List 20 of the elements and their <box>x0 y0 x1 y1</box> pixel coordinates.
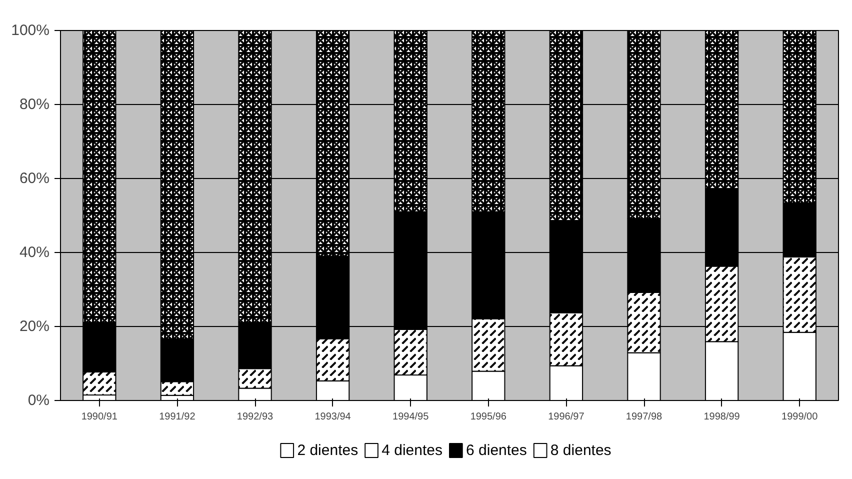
y-tick-label: 0% <box>28 392 50 409</box>
x-tick-label: 1992/93 <box>236 412 274 422</box>
x-tick-label: 1990/91 <box>81 412 118 422</box>
x-tick-label: 1991/92 <box>159 412 196 422</box>
x-tick-label: 1997/98 <box>626 412 663 422</box>
legend-label: 8 dientes <box>550 442 612 459</box>
x-tick-label: 1993/94 <box>314 412 352 422</box>
x-tick-label: 1996/97 <box>548 412 585 422</box>
x-tick-label: 1995/96 <box>470 412 507 422</box>
y-tick-label: 100% <box>11 22 50 39</box>
x-tick-label: 1994/95 <box>392 412 430 422</box>
y-tick-label: 20% <box>19 318 50 335</box>
y-tick-label: 80% <box>19 96 50 113</box>
legend-label: 4 dientes <box>382 442 442 459</box>
y-tick-label: 60% <box>19 170 50 187</box>
x-tick-label: 1998/99 <box>704 412 740 422</box>
legend-label: 2 dientes <box>297 442 358 459</box>
x-tick-label: 1999/00 <box>782 412 818 422</box>
legend-label: 6 dientes <box>466 442 527 459</box>
y-tick-label: 40% <box>19 244 50 261</box>
